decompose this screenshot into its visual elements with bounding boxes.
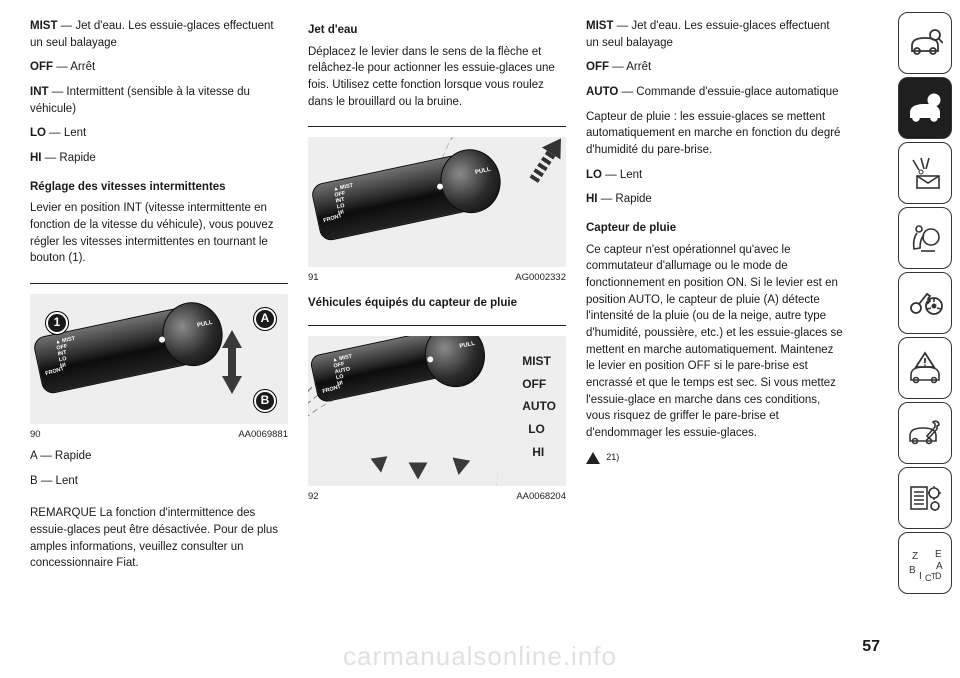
lo-line: LO — Lent xyxy=(586,167,844,184)
figure-91-image: ▲ MIST OFF INT LO HI FRONT PULL xyxy=(308,137,566,267)
legend-A: A — Rapide xyxy=(30,448,288,465)
watermark-text: carmanualsonline.info xyxy=(0,638,960,676)
arrow-up-icon xyxy=(222,330,242,348)
figure-90-image: ▲ MIST OFF INT LO HI FRONT PULL 1 A B xyxy=(30,294,288,424)
heading-reglage: Réglage des vitesses intermittentes xyxy=(30,179,288,196)
off-line: OFF — Arrêt xyxy=(30,59,288,76)
lights-mail-icon[interactable] xyxy=(898,142,952,204)
column-1: MIST — Jet d'eau. Les essuie-glaces effe… xyxy=(30,18,288,580)
callout-B: B xyxy=(254,390,276,412)
figure-number: 91 xyxy=(308,271,319,285)
car-info-icon[interactable]: i xyxy=(898,77,952,139)
airbag-icon[interactable] xyxy=(898,207,952,269)
svg-text:D: D xyxy=(935,571,942,581)
car-service-icon[interactable] xyxy=(898,402,952,464)
int-line: INT — Intermittent (sensible à la vitess… xyxy=(30,84,288,117)
warning-triangle-icon xyxy=(586,452,600,464)
mode-side-labels: MIST OFF AUTO LO HI xyxy=(522,350,556,464)
heading-jet: Jet d'eau xyxy=(308,22,566,39)
svg-text:I: I xyxy=(919,571,922,582)
arrow-down-icon xyxy=(222,376,242,394)
svg-text:B: B xyxy=(909,565,916,576)
figure-90-caption: 90 AA0069881 xyxy=(30,428,288,442)
arrow-stem xyxy=(228,348,236,376)
remark-note: REMARQUE La fonction d'intermittence des… xyxy=(30,505,288,572)
figure-code: AG0002332 xyxy=(515,271,566,285)
column-2: Jet d'eau Déplacez le levier dans le sen… xyxy=(308,18,566,580)
figure-divider xyxy=(308,126,566,127)
figure-code: AA0069881 xyxy=(238,428,288,442)
index-letters-icon[interactable]: ZEBAICDT xyxy=(898,532,952,594)
settings-list-icon[interactable] xyxy=(898,467,952,529)
para-rain-sensor: Ce capteur n'est opérationnel qu'avec le… xyxy=(586,242,844,442)
arrow-down-icon xyxy=(450,457,471,476)
figure-91: ▲ MIST OFF INT LO HI FRONT PULL 91 xyxy=(308,137,566,285)
figure-91-caption: 91 AG0002332 xyxy=(308,271,566,285)
off-line: OFF — Arrêt xyxy=(586,59,844,76)
heading-rain-sensor: Capteur de pluie xyxy=(586,220,844,237)
figure-number: 90 xyxy=(30,428,41,442)
page-content: MIST — Jet d'eau. Les essuie-glaces effe… xyxy=(0,0,960,590)
figure-divider xyxy=(308,325,566,326)
para-jet: Déplacez le levier dans le sens de la fl… xyxy=(308,44,566,111)
svg-text:T: T xyxy=(931,572,936,581)
arrow-down-icon xyxy=(409,462,428,479)
figure-code: AA0068204 xyxy=(516,490,566,504)
figure-90: ▲ MIST OFF INT LO HI FRONT PULL 1 A B 9 xyxy=(30,294,288,442)
legend-B: B — Lent xyxy=(30,473,288,490)
arrow-down-icon xyxy=(371,456,390,474)
rain-sensor-desc: Capteur de pluie : les essuie-glaces se … xyxy=(586,109,844,159)
figure-92-image: ▲ MIST OFF AUTO LO HI FRONT PULL MIST xyxy=(308,336,566,486)
figure-number: 92 xyxy=(308,490,319,504)
car-search-icon[interactable] xyxy=(898,12,952,74)
mist-line: MIST — Jet d'eau. Les essuie-glaces effe… xyxy=(586,18,844,51)
svg-text:i: i xyxy=(933,96,936,107)
callout-A: A xyxy=(254,308,276,330)
hi-line: HI — Rapide xyxy=(30,150,288,167)
column-3: MIST — Jet d'eau. Les essuie-glaces effe… xyxy=(586,18,844,580)
heading-rain-sensor-vehicles: Véhicules équipés du capteur de pluie xyxy=(308,295,566,312)
mist-line: MIST — Jet d'eau. Les essuie-glaces effe… xyxy=(30,18,288,51)
svg-text:E: E xyxy=(935,549,942,560)
car-warning-icon[interactable] xyxy=(898,337,952,399)
figure-92-caption: 92 AA0068204 xyxy=(308,490,566,504)
warning-number: 21) xyxy=(606,452,619,462)
section-sidebar: i ZEBAICDT xyxy=(898,12,952,594)
figure-92: ▲ MIST OFF AUTO LO HI FRONT PULL MIST xyxy=(308,336,566,504)
hi-line: HI — Rapide xyxy=(586,191,844,208)
warning-ref: 21) xyxy=(586,450,844,467)
auto-line: AUTO — Commande d'essuie-glace automatiq… xyxy=(586,84,844,101)
figure-divider xyxy=(30,283,288,284)
lo-line: LO — Lent xyxy=(30,125,288,142)
svg-text:Z: Z xyxy=(912,551,918,562)
key-wheel-icon[interactable] xyxy=(898,272,952,334)
para-reglage: Levier en position INT (vitesse intermit… xyxy=(30,200,288,267)
callout-1: 1 xyxy=(46,312,68,334)
